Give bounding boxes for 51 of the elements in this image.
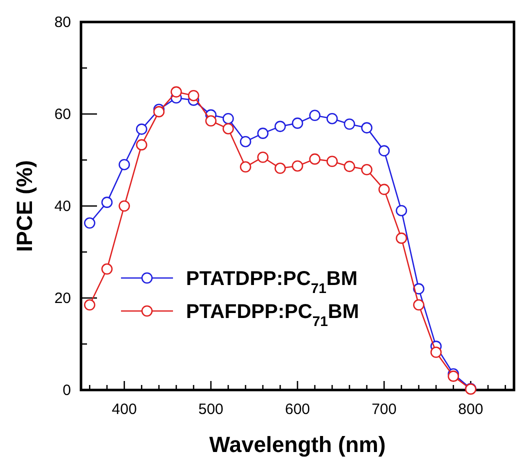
point — [136, 139, 148, 150]
point — [118, 200, 130, 212]
y-tick-label: 40 — [54, 198, 71, 215]
x-tick-label: 600 — [284, 401, 310, 418]
point — [257, 152, 269, 163]
x-tick-label: 800 — [458, 401, 484, 418]
point — [170, 86, 182, 98]
legend-label: PTATDPP:PC$_{71}$BM — [186, 268, 358, 296]
x-axis-title: Wavelength (nm) — [209, 432, 386, 457]
point — [118, 158, 130, 170]
y-tick-label: 0 — [62, 382, 71, 399]
point — [84, 217, 96, 229]
point — [292, 160, 304, 172]
point — [188, 90, 200, 102]
y-axis-title: IPCE (%) — [12, 160, 37, 252]
point — [448, 370, 460, 382]
legend-label: PTAFDPP:PC$_{71}$BM — [186, 301, 359, 329]
point — [222, 123, 234, 134]
point — [344, 160, 356, 172]
y-tick-label: 60 — [54, 106, 71, 123]
point — [309, 153, 320, 165]
point — [361, 164, 372, 176]
point — [101, 263, 113, 275]
point — [396, 204, 408, 216]
point — [84, 299, 96, 311]
point — [309, 110, 320, 122]
point — [274, 162, 286, 174]
point — [240, 161, 252, 173]
point — [326, 112, 338, 124]
point — [274, 120, 286, 132]
x-tick-label: 500 — [198, 401, 224, 418]
point — [361, 122, 372, 134]
point — [240, 136, 252, 148]
point — [153, 106, 165, 118]
point — [205, 115, 217, 127]
point — [136, 124, 148, 135]
point — [222, 112, 234, 124]
x-tick-label: 400 — [112, 401, 137, 418]
point — [396, 232, 408, 244]
point — [101, 196, 113, 208]
y-tick-label: 80 — [54, 14, 71, 31]
x-tick-label: 700 — [372, 401, 397, 418]
point — [413, 299, 424, 311]
point — [378, 145, 390, 156]
point — [430, 346, 442, 358]
point — [326, 156, 338, 168]
point — [292, 118, 304, 129]
y-tick-label: 20 — [54, 290, 71, 307]
point — [344, 118, 356, 130]
point — [257, 128, 269, 139]
point — [378, 184, 390, 196]
